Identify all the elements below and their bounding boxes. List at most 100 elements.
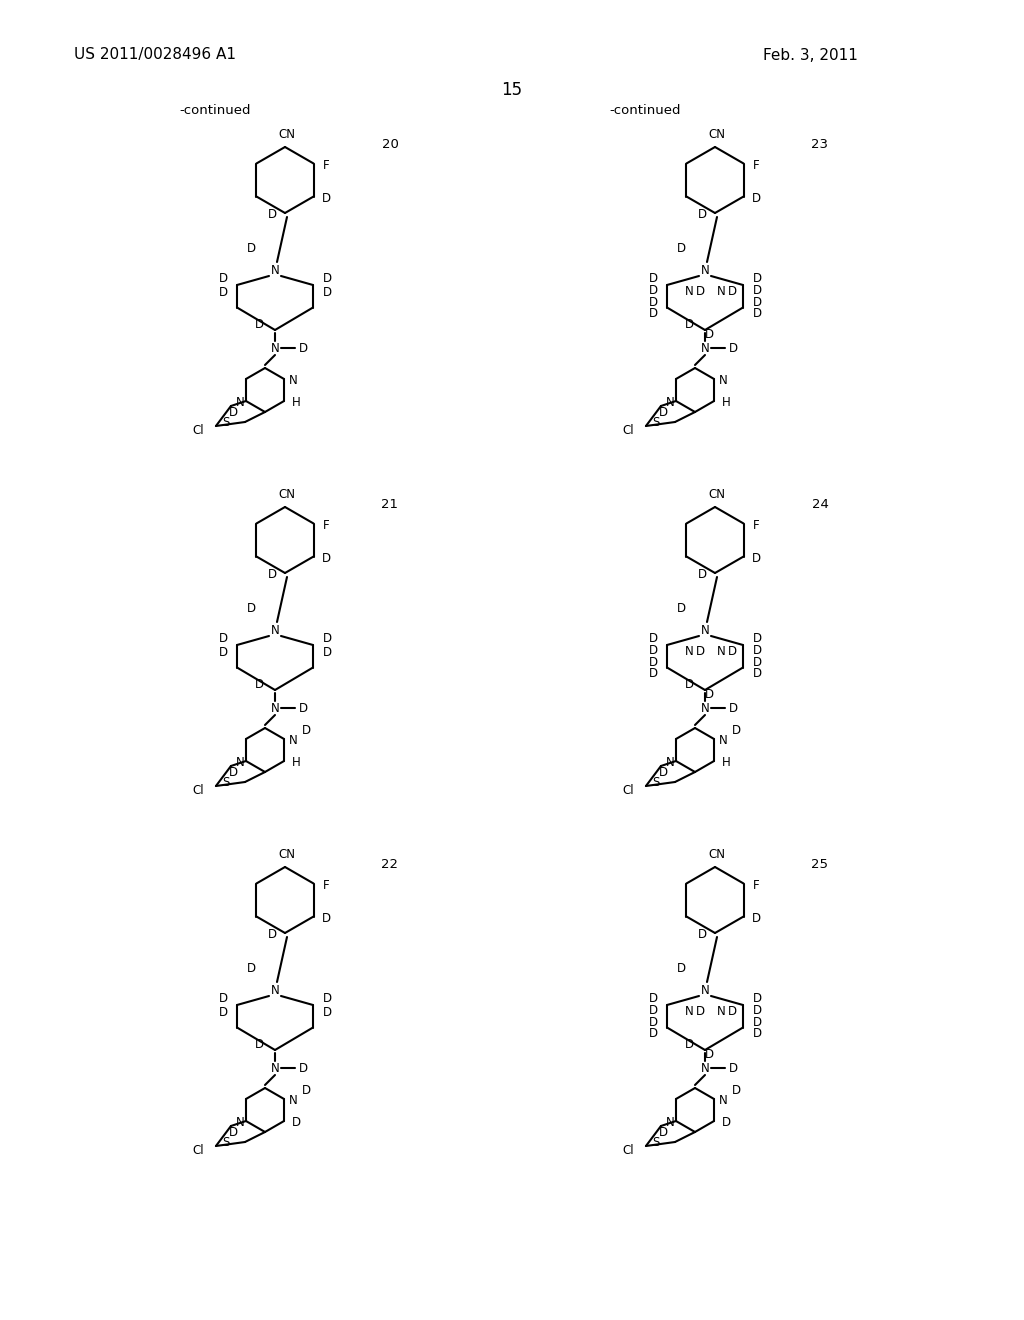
Text: D: D [722, 1117, 730, 1130]
Text: H: H [292, 396, 300, 409]
Text: N: N [717, 644, 725, 657]
Text: H: H [292, 756, 300, 770]
Text: F: F [324, 519, 330, 532]
Text: 24: 24 [812, 499, 828, 511]
Text: D: D [658, 766, 668, 779]
Text: D: D [228, 1126, 238, 1138]
Text: N: N [717, 1005, 725, 1018]
Text: N: N [700, 701, 710, 714]
Text: D: D [323, 1006, 332, 1019]
Text: N: N [236, 1117, 245, 1130]
Text: N: N [270, 623, 280, 636]
Text: D: D [695, 1005, 705, 1018]
Text: D: D [648, 308, 657, 319]
Text: N: N [666, 1117, 675, 1130]
Text: Cl: Cl [193, 1143, 204, 1156]
Text: F: F [754, 158, 760, 172]
Text: D: D [753, 285, 762, 297]
Text: N: N [236, 396, 245, 409]
Text: D: D [728, 701, 737, 714]
Text: D: D [753, 644, 762, 657]
Text: N: N [666, 756, 675, 770]
Text: CN: CN [279, 849, 296, 862]
Text: D: D [648, 993, 657, 1006]
Text: D: D [648, 1016, 657, 1030]
Text: D: D [753, 272, 762, 285]
Text: D: D [677, 242, 685, 255]
Text: US 2011/0028496 A1: US 2011/0028496 A1 [74, 48, 236, 62]
Text: D: D [322, 912, 331, 925]
Text: D: D [695, 644, 705, 657]
Text: D: D [752, 912, 761, 925]
Text: D: D [658, 1126, 668, 1138]
Text: D: D [727, 644, 736, 657]
Text: D: D [267, 209, 276, 222]
Text: Cl: Cl [623, 784, 634, 796]
Text: 25: 25 [811, 858, 828, 871]
Text: N: N [685, 285, 693, 298]
Text: D: D [753, 1016, 762, 1030]
Text: D: D [247, 242, 256, 255]
Text: D: D [648, 644, 657, 657]
Text: D: D [727, 285, 736, 298]
Text: D: D [254, 1039, 263, 1052]
Text: N: N [700, 342, 710, 355]
Text: D: D [648, 296, 657, 309]
Text: CN: CN [709, 488, 725, 502]
Text: N: N [700, 264, 710, 276]
Text: D: D [731, 725, 740, 738]
Text: CN: CN [279, 488, 296, 502]
Text: D: D [298, 342, 307, 355]
Text: -continued: -continued [179, 103, 251, 116]
Text: D: D [247, 961, 256, 974]
Text: D: D [697, 928, 707, 941]
Text: D: D [648, 272, 657, 285]
Text: D: D [322, 191, 331, 205]
Text: N: N [719, 375, 727, 388]
Text: F: F [754, 879, 760, 892]
Text: CN: CN [279, 128, 296, 141]
Text: D: D [254, 678, 263, 692]
Text: D: D [684, 318, 693, 331]
Text: D: D [648, 667, 657, 680]
Text: N: N [700, 983, 710, 997]
Text: S: S [652, 1135, 659, 1148]
Text: S: S [652, 416, 659, 429]
Text: D: D [658, 405, 668, 418]
Text: D: D [254, 318, 263, 331]
Text: N: N [700, 623, 710, 636]
Text: N: N [700, 1061, 710, 1074]
Text: D: D [323, 286, 332, 300]
Text: D: D [218, 1006, 227, 1019]
Text: Cl: Cl [623, 424, 634, 437]
Text: N: N [717, 285, 725, 298]
Text: Feb. 3, 2011: Feb. 3, 2011 [763, 48, 857, 62]
Text: S: S [222, 1135, 229, 1148]
Text: D: D [753, 656, 762, 669]
Text: N: N [666, 396, 675, 409]
Text: D: D [298, 1061, 307, 1074]
Text: CN: CN [709, 849, 725, 862]
Text: Cl: Cl [193, 424, 204, 437]
Text: D: D [727, 1005, 736, 1018]
Text: F: F [754, 519, 760, 532]
Text: N: N [719, 734, 727, 747]
Text: D: D [323, 272, 332, 285]
Text: N: N [270, 983, 280, 997]
Text: D: D [684, 678, 693, 692]
Text: D: D [753, 308, 762, 319]
Text: D: D [753, 667, 762, 680]
Text: S: S [222, 416, 229, 429]
Text: D: D [753, 632, 762, 645]
Text: D: D [648, 1027, 657, 1040]
Text: N: N [270, 342, 280, 355]
Text: N: N [719, 1094, 727, 1107]
Text: D: D [218, 647, 227, 660]
Text: D: D [695, 285, 705, 298]
Text: 23: 23 [811, 139, 828, 152]
Text: 20: 20 [382, 139, 398, 152]
Text: D: D [677, 961, 685, 974]
Text: 21: 21 [382, 499, 398, 511]
Text: D: D [728, 342, 737, 355]
Text: N: N [270, 1061, 280, 1074]
